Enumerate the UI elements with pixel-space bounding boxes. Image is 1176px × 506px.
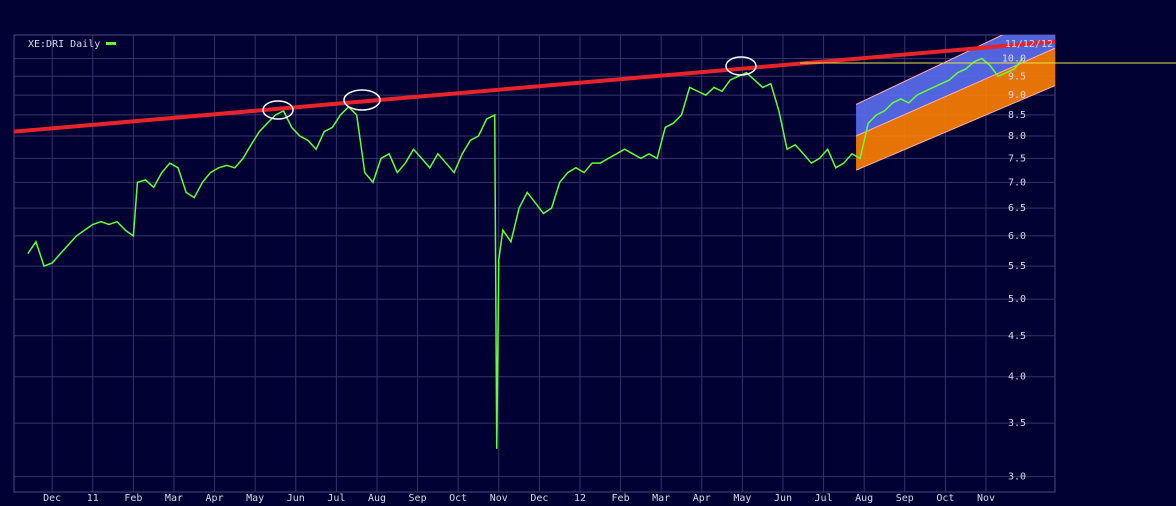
x-tick-label: Dec (43, 493, 61, 504)
highlight-circle (343, 89, 381, 111)
highlight-circle (725, 56, 757, 76)
y-tick-label: 5.5 (1008, 261, 1026, 272)
channel-line (855, 85, 1055, 171)
channel-band (856, 48, 1055, 171)
x-tick-label: Mar (165, 493, 183, 504)
x-tick-label: Apr (693, 493, 711, 504)
y-tick-label: 9.5 (1008, 71, 1026, 82)
y-tick-label: 10.0 (1002, 53, 1026, 64)
y-tick-label: 5.0 (1008, 294, 1026, 305)
x-tick-label: Aug (368, 493, 386, 504)
price-line (27, 57, 1024, 449)
x-tick-label: 12 (574, 493, 586, 504)
x-tick-label: Jun (287, 493, 305, 504)
chart-title: XE:DRI Daily (28, 39, 100, 50)
x-tick-label: Nov (490, 493, 508, 504)
y-tick-label: 3.5 (1008, 418, 1026, 429)
y-tick-label: 6.5 (1008, 203, 1026, 214)
channel-line (855, 35, 1004, 105)
x-tick-label: Sep (409, 493, 427, 504)
y-tick-label: 8.0 (1008, 131, 1026, 142)
x-tick-label: Sep (896, 493, 914, 504)
x-tick-label: 11 (87, 493, 99, 504)
x-tick-label: Oct (936, 493, 954, 504)
x-tick-label: Feb (612, 493, 630, 504)
x-tick-label: Apr (206, 493, 224, 504)
x-tick-label: Nov (977, 493, 995, 504)
x-tick-label: Aug (855, 493, 873, 504)
date-label: 11/12/12 (1005, 39, 1053, 50)
x-tick-label: Oct (449, 493, 467, 504)
x-tick-label: Dec (530, 493, 548, 504)
x-tick-label: Jul (327, 493, 345, 504)
x-tick-label: May (733, 493, 751, 504)
x-tick-label: Jun (774, 493, 792, 504)
y-tick-label: 4.0 (1008, 372, 1026, 383)
x-tick-label: Jul (815, 493, 833, 504)
highlight-circle (262, 100, 294, 120)
legend-swatch (106, 42, 116, 45)
x-tick-label: May (246, 493, 264, 504)
y-tick-label: 9.0 (1008, 90, 1026, 101)
trend-line (13, 39, 1056, 134)
channel-band (856, 35, 1055, 136)
y-tick-label: 7.0 (1008, 177, 1026, 188)
y-tick-label: 7.5 (1008, 153, 1026, 164)
x-tick-label: Mar (652, 493, 670, 504)
y-tick-label: 3.0 (1008, 472, 1026, 483)
y-tick-label: 8.5 (1008, 110, 1026, 121)
y-tick-label: 4.5 (1008, 331, 1026, 342)
x-tick-label: Feb (124, 493, 142, 504)
y-tick-label: 6.0 (1008, 231, 1026, 242)
